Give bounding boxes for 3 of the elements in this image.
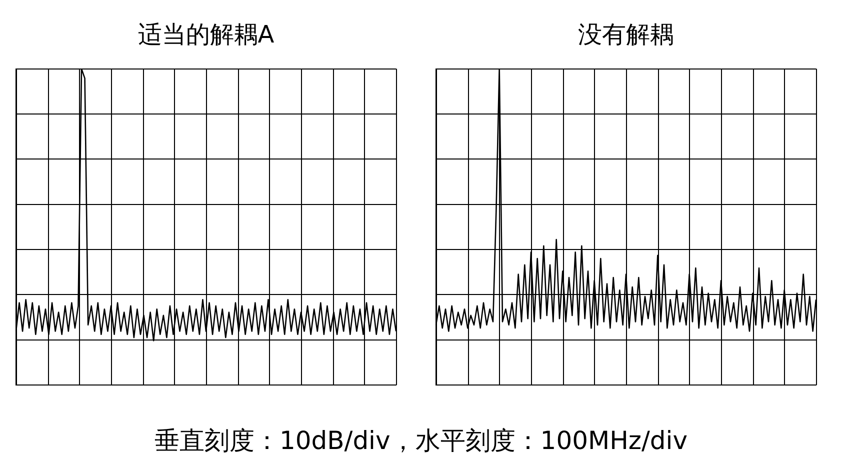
chart-title: 适当的解耦A [138,20,275,49]
chart-title: 没有解耦 [578,20,674,49]
text: 垂直刻度：10dB/div，水平刻度：100MHz/div [153,425,689,457]
